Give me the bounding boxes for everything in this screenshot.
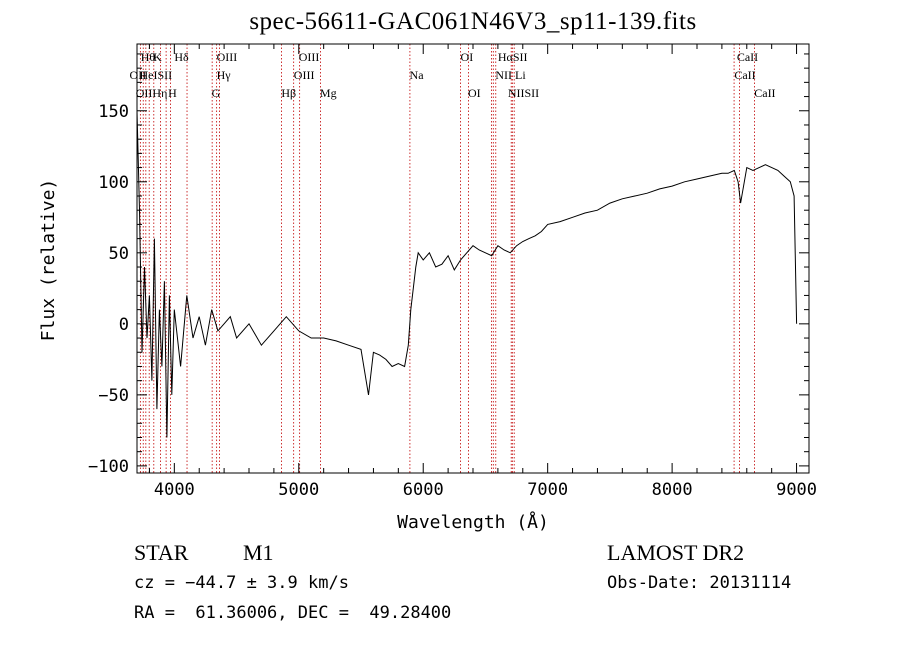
chart-title: spec-56611-GAC061N46V3_sp11-139.fits — [249, 8, 697, 35]
x-tick-label: 7000 — [527, 480, 568, 500]
spectral-line-label: OIII — [217, 50, 238, 64]
redshift-cz: cz = −44.7 ± 3.9 km/s — [134, 573, 349, 593]
axis-ticks: 4000 5000 6000 7000 8000 9000 −100 −50 0 50 100 150 — [88, 44, 817, 500]
spectral-line-label: CaII — [737, 50, 758, 64]
spectral-line-label: Na — [410, 68, 425, 82]
spectral-line-label: OII — [130, 68, 147, 82]
spectral-line-label: CaII — [754, 86, 775, 100]
y-tick-label: 0 — [119, 315, 129, 335]
x-tick-label: 9000 — [776, 480, 817, 500]
y-tick-label: 50 — [109, 244, 129, 264]
spectral-line-label: OIII — [299, 50, 320, 64]
spectral-line-label: OI — [468, 86, 481, 100]
object-subclass: M1 — [243, 540, 274, 565]
y-tick-label: −100 — [88, 457, 129, 477]
y-tick-label: −50 — [98, 386, 129, 406]
survey-name: LAMOST DR2 — [607, 540, 745, 565]
spectral-line-label: NIISII — [508, 86, 539, 100]
spectral-line-label: HeISII — [139, 68, 172, 82]
x-tick-label: 8000 — [652, 480, 693, 500]
spectral-line-label: OI — [461, 50, 474, 64]
spectral-line-label: Hβ — [281, 86, 296, 100]
spectral-line-label: Hδ — [174, 50, 189, 64]
spectral-line-label: CaII — [734, 68, 755, 82]
spectral-line-label: Hγ — [217, 68, 232, 82]
y-axis-label: Flux (relative) — [38, 178, 59, 342]
plot-frame — [136, 43, 810, 474]
object-class: STAR — [134, 540, 189, 565]
x-tick-label: 5000 — [278, 480, 319, 500]
spectral-line-label: OIIHη — [136, 86, 168, 100]
obs-date: Obs-Date: 20131114 — [607, 573, 792, 593]
x-tick-label: 4000 — [154, 480, 195, 500]
spectral-line-label: NII Li — [495, 68, 526, 82]
ra-dec: RA = 61.36006, DEC = 49.28400 — [134, 603, 452, 623]
spectral-line-label: K — [153, 50, 162, 64]
spectral-line-label: Hθ — [141, 50, 156, 64]
spectral-line-label: G — [212, 86, 221, 100]
x-tick-label: 6000 — [403, 480, 444, 500]
spectral-line-label: HαSII — [498, 50, 528, 64]
spectrum-line — [136, 110, 798, 438]
spectral-line-label: Mg — [320, 86, 337, 100]
y-tick-label: 100 — [98, 173, 129, 193]
spectral-line-label: H — [168, 86, 177, 100]
y-tick-label: 150 — [98, 102, 129, 122]
spectral-line-label: OIII — [294, 68, 315, 82]
spectral-line-markers — [139, 44, 755, 473]
x-axis-label: Wavelength (Å) — [397, 512, 549, 533]
